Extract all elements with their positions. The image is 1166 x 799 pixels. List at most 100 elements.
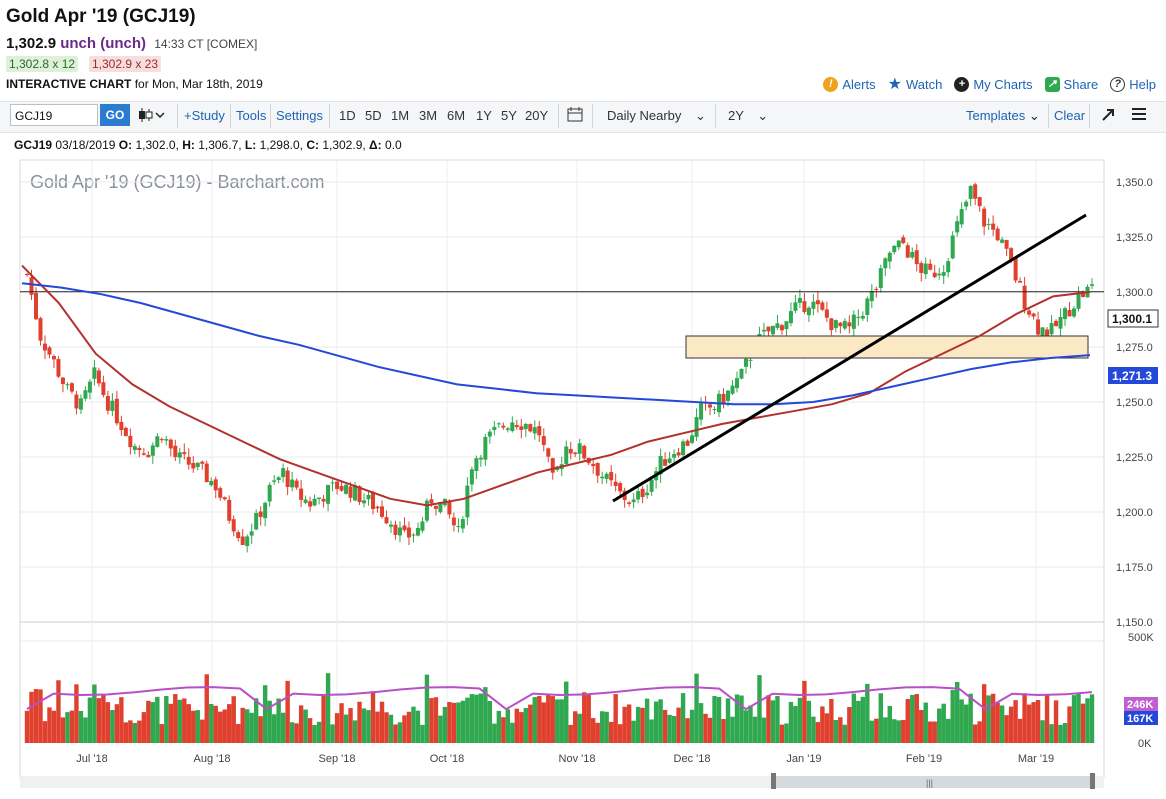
calendar-icon[interactable] [567,106,583,125]
period-1y[interactable]: 1Y [476,108,492,123]
price-chart[interactable]: Gold Apr '19 (GCJ19) - Barchart.com 1,15… [0,155,1166,799]
templates-select[interactable]: Templates ⌄ [966,108,1040,124]
candle-body [1000,239,1005,243]
candle-body [577,443,582,454]
my-charts-link[interactable]: + My Charts [954,76,1033,92]
candle-body [47,347,52,355]
period-3m[interactable]: 3M [419,108,438,123]
volume-bar [411,706,416,743]
candle-body [986,223,991,225]
chart-toolbar [0,101,1166,133]
menu-icon[interactable] [1131,106,1147,125]
volume-bar [910,695,915,743]
period-1d[interactable]: 1D [339,108,356,123]
candle-body [784,321,789,330]
study-button[interactable]: +Study [184,108,225,123]
period-1m[interactable]: 1M [391,108,410,123]
symbol-input[interactable]: GCJ19 [10,104,98,126]
volume-bar [474,694,479,743]
y-tick-label: 1,250.0 [1116,397,1153,409]
share-link[interactable]: ↗ Share [1044,76,1098,92]
volume-bar [734,694,740,743]
alerts-link[interactable]: ! Alerts [823,76,876,92]
candle-body [321,498,326,502]
candle-body [573,452,578,455]
y-tick-label: 1,275.0 [1116,342,1153,354]
volume-bar [370,691,376,743]
volume-bar [334,713,340,743]
x-axis: Jul '18 Aug '18 Sep '18 Oct '18 Nov '18 Dec '… [76,753,1054,765]
volume-bar [793,706,798,743]
candle-body [946,261,951,273]
volume-bar [599,711,605,743]
volume-bar [977,721,982,743]
volume-bar [662,709,668,743]
volume-bar [811,716,816,743]
candle-body [141,453,146,455]
candle-body [708,404,713,408]
volume-bar [622,706,627,743]
expand-icon[interactable] [1101,106,1115,125]
volume-bar [757,675,762,743]
candle-body [631,499,636,503]
watch-link[interactable]: ★ Watch [888,74,943,94]
page-title: Gold Apr '19 (GCJ19) [6,6,196,27]
period-5d[interactable]: 5D [365,108,382,123]
tools-button[interactable]: Tools [236,108,267,123]
clear-button[interactable]: Clear [1054,108,1086,123]
ohlc-low: 1,298.0 [259,138,300,152]
candle-body [937,273,942,276]
interval-select[interactable]: Daily Nearby ⌄ [607,108,706,124]
volume-bar [685,718,690,743]
bar-type-selector[interactable] [137,106,167,127]
volume-bar [546,693,551,743]
candle-body [627,502,632,504]
volume-bar [941,703,946,743]
volume-bar [87,697,93,743]
candle-body [1040,327,1045,337]
volume-bar [946,718,951,743]
candle-body [388,524,393,527]
candle-body [438,501,443,513]
candle-body [964,201,969,207]
candle-body [541,436,546,446]
volume-bar [83,717,88,743]
candle-body [218,488,223,498]
volume-bar [420,724,425,743]
period-20y[interactable]: 20Y [525,108,549,123]
candle-body [770,325,775,335]
help-link[interactable]: ? Help [1110,76,1156,92]
volume-bar [631,720,636,743]
candle-body [838,322,843,327]
chart-date: for Mon, Mar 18th, 2019 [134,77,263,91]
go-button[interactable]: GO [100,104,130,126]
settings-button[interactable]: Settings [276,108,323,123]
candle-body [892,245,897,253]
volume-bar [797,697,803,743]
range-select[interactable]: 2Y ⌄ [728,108,768,124]
volume-bar [802,680,807,743]
share-icon: ↗ [1044,76,1060,92]
scrollbar[interactable]: ||| [20,773,1104,789]
volume-bar [388,714,394,743]
volume-bar [667,714,672,743]
ma200-tag: 1,271.3 [1108,367,1158,384]
y-axis: 1,150.0 1,175.0 1,200.0 1,225.0 1,250.0 1,275… [1116,177,1154,750]
volume-bar [429,698,434,743]
chevron-down-icon: ⌄ [757,108,769,123]
candle-body [132,446,137,451]
volume-bar [186,704,191,743]
divider [177,104,178,128]
volume-tags: 246K 167K [1124,697,1158,725]
volume-bar [240,707,245,743]
volume-bar [456,702,461,743]
divider [592,104,593,128]
candle-body [887,252,892,262]
volume-bar [514,708,520,743]
period-6m[interactable]: 6M [447,108,466,123]
candle-body [1067,309,1072,317]
candle-body [465,485,470,518]
candle-body [775,323,780,328]
period-5y[interactable]: 5Y [501,108,517,123]
volume-bar [559,699,564,743]
